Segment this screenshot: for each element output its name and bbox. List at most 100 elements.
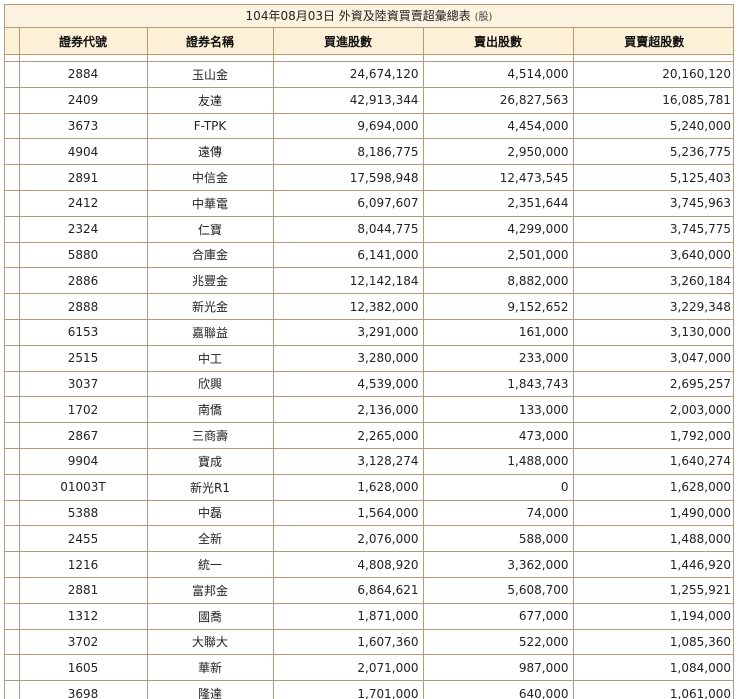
buy-shares-cell: 12,142,184 (273, 267, 424, 295)
report-title-bar: 104年08月03日 外資及陸資買賣超彙總表 (股) (5, 5, 733, 28)
buy-shares-cell: 3,280,000 (273, 345, 424, 372)
stock-code-cell: 4904 (19, 138, 148, 166)
row-spacer-cell (5, 293, 20, 320)
table-row: 4904 遠傳 8,186,775 2,950,000 5,236,775 (5, 138, 733, 166)
stock-name-cell: 國喬 (147, 603, 274, 630)
row-spacer-cell (5, 371, 20, 398)
sell-shares-cell: 4,514,000 (423, 61, 574, 88)
buy-shares-cell: 1,701,000 (273, 680, 424, 699)
table-row: 2455 全新 2,076,000 588,000 1,488,000 (5, 525, 733, 553)
sell-shares-cell: 74,000 (423, 500, 574, 527)
sell-shares-cell: 3,362,000 (423, 551, 574, 578)
row-spacer-cell (5, 448, 20, 475)
row-spacer-cell (5, 422, 20, 449)
stock-code-cell: 2884 (19, 61, 148, 88)
table-row: 5388 中磊 1,564,000 74,000 1,490,000 (5, 500, 733, 527)
stock-name-cell: 兆豐金 (147, 267, 274, 295)
stock-code-cell: 3673 (19, 113, 148, 140)
stock-code-cell: 1216 (19, 551, 148, 578)
net-shares-cell: 16,085,781 (573, 87, 733, 114)
stock-code-cell: 5880 (19, 242, 148, 269)
header-code: 證券代號 (19, 28, 148, 55)
sell-shares-cell: 987,000 (423, 654, 574, 682)
report-frame: 104年08月03日 外資及陸資買賣超彙總表 (股) 證券代號 證券名稱 買進股… (4, 4, 734, 699)
table-row: 3673 F-TPK 9,694,000 4,454,000 5,240,000 (5, 113, 733, 140)
row-spacer-cell (5, 319, 20, 346)
sell-shares-cell: 0 (423, 474, 574, 501)
header-net: 買賣超股數 (573, 28, 733, 55)
row-spacer-cell (5, 216, 20, 243)
stock-name-cell: 中工 (147, 345, 274, 372)
buy-shares-cell: 2,076,000 (273, 525, 424, 553)
stock-code-cell: 9904 (19, 448, 148, 475)
spacer-row (5, 54, 733, 62)
row-spacer-cell (5, 87, 20, 114)
table-row: 2881 富邦金 6,864,621 5,608,700 1,255,921 (5, 577, 733, 604)
net-shares-cell: 5,125,403 (573, 164, 733, 191)
stock-name-cell: 嘉聯益 (147, 319, 274, 346)
table-row: 1312 國喬 1,871,000 677,000 1,194,000 (5, 603, 733, 630)
table-row: 3702 大聯大 1,607,360 522,000 1,085,360 (5, 629, 733, 656)
stock-name-cell: 中華電 (147, 190, 274, 217)
buy-shares-cell: 6,097,607 (273, 190, 424, 217)
stock-code-cell: 2886 (19, 267, 148, 295)
stock-code-cell: 2891 (19, 164, 148, 191)
row-spacer-cell (5, 242, 20, 269)
table-row: 6153 嘉聯益 3,291,000 161,000 3,130,000 (5, 319, 733, 346)
buy-shares-cell: 3,128,274 (273, 448, 424, 475)
net-shares-cell: 20,160,120 (573, 61, 733, 88)
net-shares-cell: 3,640,000 (573, 242, 733, 269)
sell-shares-cell: 1,488,000 (423, 448, 574, 475)
stock-code-cell: 2409 (19, 87, 148, 114)
stock-code-cell: 2888 (19, 293, 148, 320)
stock-code-cell: 2455 (19, 525, 148, 553)
sell-shares-cell: 640,000 (423, 680, 574, 699)
stock-code-cell: 2867 (19, 422, 148, 449)
stock-name-cell: 全新 (147, 525, 274, 553)
net-shares-cell: 1,255,921 (573, 577, 733, 604)
row-spacer-cell (5, 396, 20, 424)
stock-code-cell: 3037 (19, 371, 148, 398)
buy-shares-cell: 1,628,000 (273, 474, 424, 501)
net-shares-cell: 3,745,963 (573, 190, 733, 217)
table-row: 2886 兆豐金 12,142,184 8,882,000 3,260,184 (5, 267, 733, 295)
net-shares-cell: 1,194,000 (573, 603, 733, 630)
row-spacer-cell (5, 164, 20, 191)
table-row: 2867 三商壽 2,265,000 473,000 1,792,000 (5, 422, 733, 449)
stock-name-cell: 中磊 (147, 500, 274, 527)
stock-code-cell: 2412 (19, 190, 148, 217)
net-shares-cell: 1,640,274 (573, 448, 733, 475)
row-spacer-cell (5, 603, 20, 630)
table-row: 2884 玉山金 24,674,120 4,514,000 20,160,120 (5, 61, 733, 88)
stock-name-cell: 三商壽 (147, 422, 274, 449)
table-row: 5880 合庫金 6,141,000 2,501,000 3,640,000 (5, 242, 733, 269)
net-shares-cell: 1,061,000 (573, 680, 733, 699)
buy-shares-cell: 8,044,775 (273, 216, 424, 243)
sell-shares-cell: 26,827,563 (423, 87, 574, 114)
table-row: 1605 華新 2,071,000 987,000 1,084,000 (5, 654, 733, 682)
stock-code-cell: 2324 (19, 216, 148, 243)
buy-shares-cell: 2,265,000 (273, 422, 424, 449)
row-spacer-cell (5, 190, 20, 217)
table-header-row: 證券代號 證券名稱 買進股數 賣出股數 買賣超股數 (5, 28, 733, 55)
stock-name-cell: 仁寶 (147, 216, 274, 243)
sell-shares-cell: 9,152,652 (423, 293, 574, 320)
stock-code-cell: 01003T (19, 474, 148, 501)
net-shares-cell: 1,792,000 (573, 422, 733, 449)
report-unit: (股) (474, 12, 493, 23)
net-shares-cell: 3,130,000 (573, 319, 733, 346)
row-spacer-cell (5, 474, 20, 501)
stock-name-cell: 合庫金 (147, 242, 274, 269)
sell-shares-cell: 2,501,000 (423, 242, 574, 269)
row-spacer-cell (5, 500, 20, 527)
row-spacer-cell (5, 267, 20, 295)
stock-code-cell: 2515 (19, 345, 148, 372)
stock-name-cell: 中信金 (147, 164, 274, 191)
row-spacer-cell (5, 551, 20, 578)
stock-name-cell: 玉山金 (147, 61, 274, 88)
stock-code-cell: 1605 (19, 654, 148, 682)
net-shares-cell: 1,628,000 (573, 474, 733, 501)
sell-shares-cell: 233,000 (423, 345, 574, 372)
header-sell: 賣出股數 (423, 28, 574, 55)
table-row: 9904 寶成 3,128,274 1,488,000 1,640,274 (5, 448, 733, 475)
